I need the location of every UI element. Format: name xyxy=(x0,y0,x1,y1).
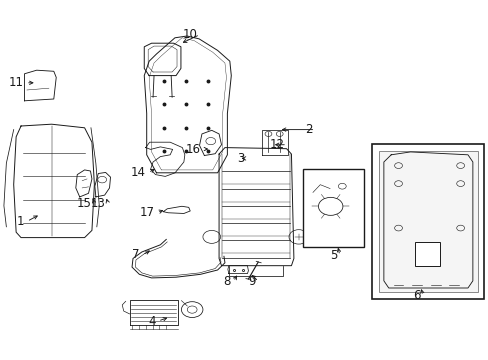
Text: 10: 10 xyxy=(183,28,197,41)
Text: 2: 2 xyxy=(305,123,312,136)
Text: 1: 1 xyxy=(17,215,24,228)
Text: 14: 14 xyxy=(130,166,145,179)
Text: 13: 13 xyxy=(91,197,105,210)
Bar xyxy=(303,169,364,247)
Bar xyxy=(371,144,483,299)
Text: 6: 6 xyxy=(412,289,420,302)
Text: 9: 9 xyxy=(248,275,256,288)
Text: 15: 15 xyxy=(77,197,92,210)
Text: 17: 17 xyxy=(139,206,154,219)
Text: 11: 11 xyxy=(8,76,23,89)
Text: 7: 7 xyxy=(132,248,140,261)
Text: 5: 5 xyxy=(329,249,337,262)
Text: 8: 8 xyxy=(223,275,230,288)
Text: 4: 4 xyxy=(148,315,155,328)
Text: 16: 16 xyxy=(185,143,200,156)
Text: 12: 12 xyxy=(269,138,284,151)
Bar xyxy=(378,151,477,292)
Bar xyxy=(414,242,439,266)
Text: 3: 3 xyxy=(237,152,244,165)
